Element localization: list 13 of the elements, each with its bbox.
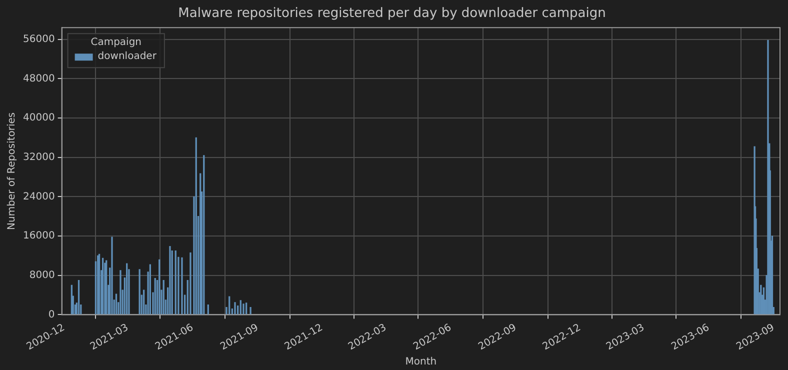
y-tick-label: 40000: [23, 112, 55, 124]
y-tick-label: 0: [48, 309, 55, 320]
y-tick-label: 16000: [23, 230, 55, 242]
legend-title: Campaign: [90, 37, 142, 48]
y-tick-label: 8000: [29, 270, 55, 281]
y-tick-label: 56000: [23, 34, 55, 45]
y-tick-label: 24000: [23, 191, 55, 202]
y-tick-label: 48000: [23, 73, 55, 84]
y-axis-title: Number of Repositories: [6, 112, 18, 230]
y-tick-label: 32000: [23, 152, 55, 163]
chart-title: Malware repositories registered per day by downloader campaign: [178, 6, 606, 22]
x-axis-title: Month: [405, 356, 437, 368]
legend-label: downloader: [98, 51, 158, 62]
